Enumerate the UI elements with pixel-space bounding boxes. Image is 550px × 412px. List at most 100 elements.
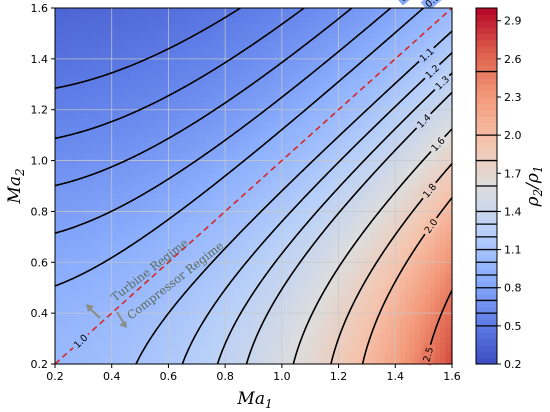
field-cell [360, 18, 366, 24]
field-cell [140, 238, 146, 244]
field-cell [115, 168, 121, 174]
field-cell [160, 128, 166, 134]
field-cell [355, 88, 361, 94]
field-cell [150, 318, 156, 324]
field-cell [155, 133, 161, 139]
field-cell [125, 88, 131, 94]
field-cell [305, 258, 311, 264]
field-cell [95, 183, 101, 189]
field-cell [260, 108, 266, 114]
field-cell [160, 203, 166, 209]
field-cell [370, 43, 376, 49]
field-cell [295, 308, 301, 314]
field-cell [220, 83, 226, 89]
field-cell [100, 208, 106, 214]
field-cell [75, 93, 81, 99]
field-cell [315, 243, 321, 249]
field-cell [60, 293, 66, 299]
field-cell [110, 178, 116, 184]
field-cell [190, 13, 196, 19]
field-cell [60, 203, 66, 209]
field-cell [110, 63, 116, 69]
field-cell [355, 148, 361, 154]
field-cell [160, 268, 166, 274]
field-cell [165, 253, 171, 259]
field-cell [245, 138, 251, 144]
field-cell [220, 358, 226, 364]
field-cell [260, 103, 266, 109]
field-cell [65, 313, 71, 319]
field-cell [260, 123, 266, 129]
field-cell [65, 213, 71, 219]
field-cell [120, 38, 126, 44]
field-cell [90, 113, 96, 119]
field-cell [270, 358, 276, 364]
field-cell [280, 333, 286, 339]
field-cell [235, 188, 241, 194]
field-cell [280, 293, 286, 299]
field-cell [145, 288, 151, 294]
field-cell [360, 243, 366, 249]
field-cell [285, 253, 291, 259]
field-cell [90, 258, 96, 264]
field-cell [245, 188, 251, 194]
field-cell [320, 318, 326, 324]
field-cell [365, 128, 371, 134]
field-cell [250, 173, 256, 179]
field-cell [280, 63, 286, 69]
field-cell [85, 213, 91, 219]
field-cell [350, 128, 356, 134]
field-cell [375, 73, 381, 79]
field-cell [345, 353, 351, 359]
field-cell [305, 218, 311, 224]
field-cell [340, 333, 346, 339]
field-cell [85, 218, 91, 224]
field-cell [275, 178, 281, 184]
field-cell [250, 318, 256, 324]
field-cell [60, 83, 66, 89]
field-cell [205, 223, 211, 229]
field-cell [155, 283, 161, 289]
field-cell [125, 173, 131, 179]
field-cell [210, 28, 216, 34]
field-cell [115, 288, 121, 294]
field-cell [275, 123, 281, 129]
field-cell [330, 333, 336, 339]
field-cell [110, 248, 116, 254]
field-cell [110, 223, 116, 229]
field-cell [115, 23, 121, 29]
field-cell [90, 233, 96, 239]
field-cell [265, 343, 271, 349]
field-cell [120, 168, 126, 174]
field-cell [320, 238, 326, 244]
field-cell [335, 293, 341, 299]
field-cell [240, 298, 246, 304]
field-cell [265, 208, 271, 214]
field-cell [160, 163, 166, 169]
field-cell [345, 38, 351, 44]
field-cell [190, 358, 196, 364]
field-cell [390, 108, 396, 114]
field-cell [145, 163, 151, 169]
field-cell [365, 318, 371, 324]
field-cell [280, 278, 286, 284]
field-cell [55, 138, 61, 144]
field-cell [195, 293, 201, 299]
field-cell [390, 148, 396, 154]
field-cell [385, 143, 391, 149]
field-cell [330, 103, 336, 109]
field-cell [125, 263, 131, 269]
field-cell [65, 353, 71, 359]
field-cell [295, 178, 301, 184]
field-cell [270, 248, 276, 254]
field-cell [380, 343, 386, 349]
field-cell [225, 138, 231, 144]
field-cell [260, 83, 266, 89]
field-cell [365, 138, 371, 144]
field-cell [225, 258, 231, 264]
field-cell [210, 153, 216, 159]
field-cell [115, 73, 121, 79]
field-cell [55, 163, 61, 169]
field-cell [110, 218, 116, 224]
field-cell [260, 138, 266, 144]
